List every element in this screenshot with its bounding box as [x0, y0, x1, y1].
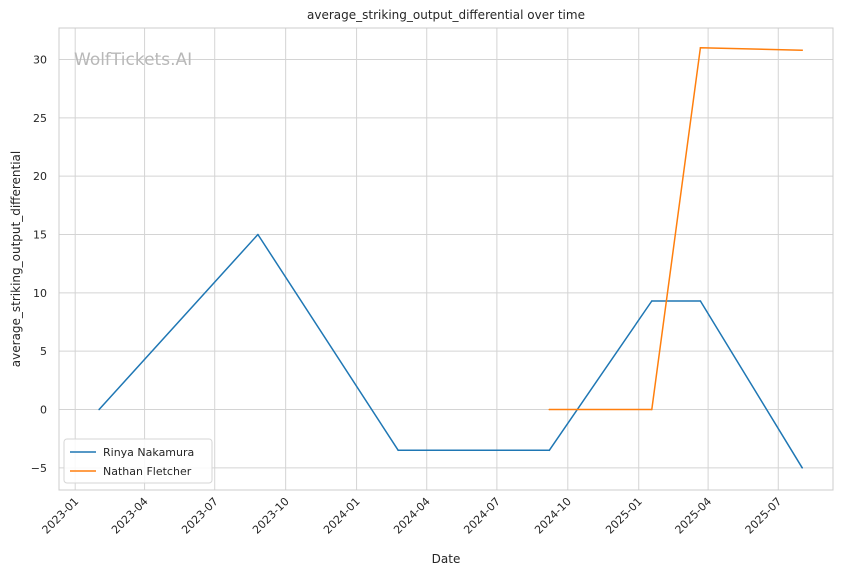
gridlines	[59, 28, 833, 490]
data-point	[98, 408, 100, 411]
y-tick-label: 20	[33, 170, 47, 183]
legend: Rinya Nakamura Nathan Fletcher	[63, 438, 213, 484]
data-point	[651, 408, 653, 411]
data-point	[257, 233, 259, 236]
data-point	[801, 49, 803, 51]
y-axis-ticks: −5 0 5 10 15 20 25 30	[31, 54, 47, 475]
data-point	[548, 408, 551, 411]
legend-label-nathan: Nathan Fletcher	[103, 465, 192, 478]
legend-box	[63, 438, 213, 484]
y-tick-label: −5	[31, 462, 47, 475]
data-point	[801, 467, 803, 469]
watermark: WolfTickets.AI	[74, 50, 192, 70]
y-tick-label: 0	[40, 404, 47, 417]
data-point	[651, 300, 653, 302]
legend-label-rinya: Rinya Nakamura	[103, 446, 194, 459]
plot-frame	[58, 27, 834, 491]
y-tick-label: 5	[40, 345, 47, 358]
y-tick-label: 30	[33, 54, 47, 67]
data-point	[548, 449, 551, 452]
y-axis-label: average_striking_output_differential	[9, 151, 23, 367]
series-line-nathan-fletcher	[549, 47, 803, 411]
y-tick-label: 10	[33, 287, 47, 300]
data-point	[699, 47, 702, 49]
y-tick-label: 15	[33, 229, 47, 242]
series-layer	[98, 47, 803, 469]
data-point	[699, 300, 702, 302]
chart-title: average_striking_output_differential ove…	[307, 8, 585, 22]
plot-area	[59, 28, 833, 490]
y-tick-label: 25	[33, 112, 47, 125]
x-axis-label: Date	[432, 552, 461, 566]
data-point	[397, 449, 400, 452]
